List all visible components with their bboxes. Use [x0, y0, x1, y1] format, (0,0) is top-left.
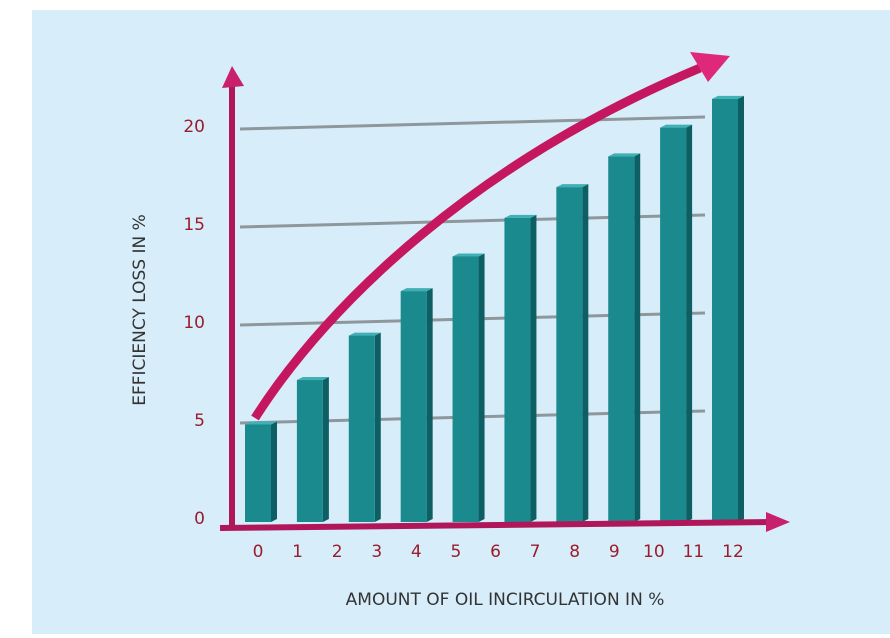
bar	[608, 156, 635, 522]
x-axis	[219, 519, 771, 531]
bar-top	[556, 184, 589, 188]
x-tick-label: 2	[332, 542, 343, 562]
y-axis-arrow	[222, 66, 244, 88]
bar-side	[582, 184, 589, 522]
bar	[452, 256, 479, 522]
y-tick-label: 20	[183, 117, 205, 137]
bar-side	[322, 377, 329, 522]
bar	[348, 335, 375, 522]
bar-top	[504, 214, 537, 218]
bar-top	[348, 332, 381, 336]
x-tick-label: 3	[371, 542, 382, 562]
y-tick-label: 10	[183, 313, 205, 333]
bar-top	[660, 124, 693, 128]
bar-top	[452, 253, 485, 257]
y-axis-title: EFFICIENCY LOSS IN %	[130, 214, 150, 406]
bar-side	[738, 95, 744, 522]
y-tick-label: 0	[194, 509, 205, 529]
y-tick-label: 15	[183, 215, 205, 235]
bar	[400, 291, 427, 522]
x-tick-label: 7	[530, 542, 541, 562]
bar-side	[634, 153, 641, 522]
x-tick-label: 0	[253, 542, 264, 562]
x-tick-label: 6	[490, 542, 501, 562]
bar	[245, 424, 271, 522]
trend-arrowhead	[690, 52, 730, 82]
y-tick-label: 5	[194, 411, 205, 431]
x-tick-label: 1	[292, 542, 303, 562]
x-tick-label: 12	[722, 542, 744, 562]
bar	[712, 98, 738, 522]
x-tick-label: 10	[643, 542, 665, 562]
bar-side	[478, 253, 485, 522]
bar-side	[271, 421, 277, 522]
x-tick-label: 4	[411, 542, 422, 562]
trend-arrow	[251, 63, 702, 421]
bar	[296, 380, 323, 522]
bar-top	[296, 377, 329, 381]
bar	[504, 217, 531, 523]
x-tick-label: 11	[683, 542, 705, 562]
bar-top	[712, 95, 744, 99]
bar	[660, 127, 687, 523]
bar-top	[245, 421, 277, 425]
bar-top	[608, 153, 641, 157]
x-tick-label: 8	[569, 542, 580, 562]
x-tick-label: 5	[451, 542, 462, 562]
grid-line	[239, 115, 706, 131]
x-tick-label: 9	[609, 542, 620, 562]
x-axis-title: AMOUNT OF OIL INCIRCULATION IN %	[346, 590, 665, 610]
x-axis-arrow	[766, 512, 790, 532]
bar-side	[426, 288, 433, 522]
bar-side	[374, 332, 381, 522]
bar-top	[400, 288, 433, 292]
bar-side	[686, 124, 693, 523]
bar	[556, 187, 583, 522]
bar-side	[530, 214, 537, 523]
